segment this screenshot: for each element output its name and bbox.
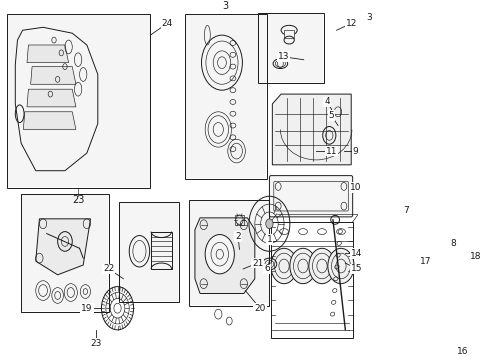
Bar bbox=[151, 231, 171, 269]
Text: 4: 4 bbox=[324, 98, 329, 107]
FancyBboxPatch shape bbox=[269, 176, 352, 217]
Polygon shape bbox=[36, 219, 90, 275]
Polygon shape bbox=[15, 27, 98, 171]
Text: 22: 22 bbox=[103, 265, 114, 274]
Bar bbox=[235, 215, 244, 225]
Bar bbox=[258, 13, 324, 83]
Text: 18: 18 bbox=[468, 252, 480, 261]
Circle shape bbox=[289, 248, 316, 284]
Text: 1: 1 bbox=[266, 235, 272, 244]
Text: 15: 15 bbox=[350, 265, 362, 274]
Polygon shape bbox=[416, 259, 488, 346]
Text: 19: 19 bbox=[81, 304, 92, 313]
Text: 10: 10 bbox=[349, 183, 361, 192]
Bar bbox=[185, 14, 265, 177]
Text: 7: 7 bbox=[402, 206, 408, 215]
Bar bbox=[119, 202, 179, 302]
Polygon shape bbox=[23, 112, 76, 130]
Bar bbox=[21, 194, 108, 312]
Polygon shape bbox=[27, 89, 76, 107]
Text: 3: 3 bbox=[366, 13, 371, 22]
Text: 8: 8 bbox=[449, 239, 455, 248]
Circle shape bbox=[308, 248, 334, 284]
Text: 14: 14 bbox=[351, 249, 362, 258]
Polygon shape bbox=[27, 45, 68, 63]
Polygon shape bbox=[195, 218, 254, 293]
Bar bbox=[284, 30, 294, 38]
Text: 9: 9 bbox=[352, 147, 358, 156]
Bar bbox=[189, 201, 268, 305]
Text: 2: 2 bbox=[235, 232, 241, 241]
Circle shape bbox=[265, 219, 272, 229]
Text: 3: 3 bbox=[222, 1, 228, 11]
Bar bbox=[22, 195, 108, 311]
Bar bbox=[189, 200, 269, 306]
Bar bbox=[184, 14, 266, 179]
Text: 20: 20 bbox=[254, 304, 265, 313]
Text: 13: 13 bbox=[277, 52, 288, 61]
Text: 23: 23 bbox=[72, 195, 84, 205]
Text: 11: 11 bbox=[325, 147, 337, 156]
Polygon shape bbox=[31, 67, 76, 84]
Circle shape bbox=[327, 248, 353, 284]
Bar bbox=[6, 14, 150, 188]
Text: 24: 24 bbox=[161, 19, 172, 28]
Polygon shape bbox=[272, 94, 350, 165]
Text: 5: 5 bbox=[328, 111, 334, 120]
Bar bbox=[7, 14, 149, 188]
Bar bbox=[120, 203, 178, 301]
Text: 17: 17 bbox=[419, 257, 430, 266]
Circle shape bbox=[205, 235, 234, 274]
Text: 6: 6 bbox=[264, 265, 269, 274]
Bar bbox=[259, 14, 323, 82]
Text: 21: 21 bbox=[251, 258, 263, 267]
Text: 16: 16 bbox=[455, 347, 467, 356]
Text: 23: 23 bbox=[90, 339, 101, 348]
Text: 12: 12 bbox=[345, 19, 356, 28]
Circle shape bbox=[270, 248, 297, 284]
